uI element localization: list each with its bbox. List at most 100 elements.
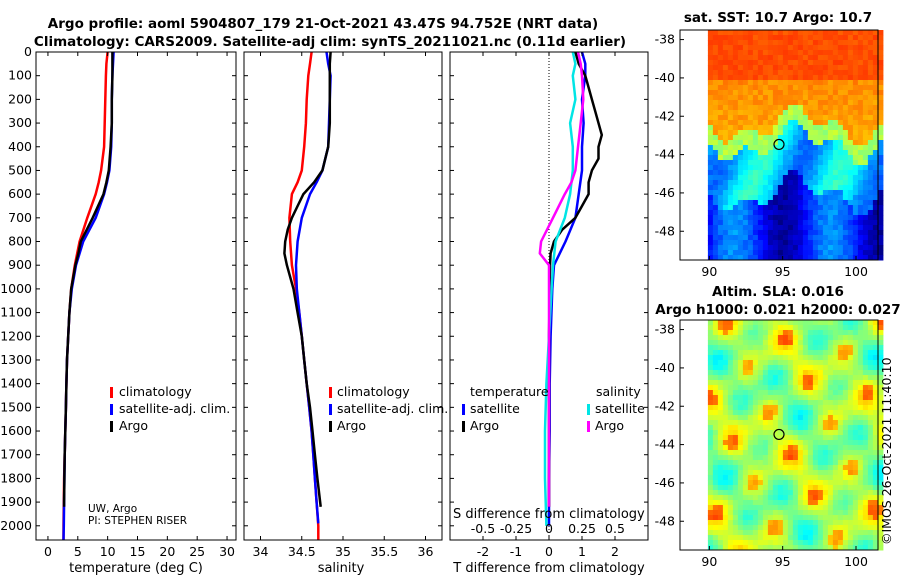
- map-cell: [877, 395, 884, 401]
- map-cell: [772, 55, 779, 61]
- map-cell: [717, 200, 724, 206]
- credit-institution: UW, Argo: [88, 503, 137, 515]
- map-cell: [872, 150, 879, 156]
- map-cell: [872, 450, 879, 456]
- map-cell: [832, 100, 839, 106]
- map-cell: [782, 255, 789, 261]
- map-cell: [837, 470, 844, 476]
- map-cell: [822, 480, 829, 486]
- map-cell: [742, 495, 749, 501]
- map-cell: [717, 170, 724, 176]
- map-cell: [877, 85, 884, 91]
- map-cell: [867, 30, 874, 36]
- map-cell: [762, 445, 769, 451]
- map-cell: [837, 455, 844, 461]
- map-cell: [712, 85, 719, 91]
- map-cell: [807, 365, 814, 371]
- map-cell: [797, 390, 804, 396]
- map-cell: [782, 475, 789, 481]
- map-cell: [827, 90, 834, 96]
- map-cell: [862, 375, 869, 381]
- map-cell: [737, 345, 744, 351]
- map-cell: [727, 190, 734, 196]
- map-cell: [832, 470, 839, 476]
- map-cell: [772, 325, 779, 331]
- map-cell: [717, 515, 724, 521]
- map-cell: [862, 435, 869, 441]
- map-cell: [752, 540, 759, 546]
- map-cell: [832, 210, 839, 216]
- map-cell: [837, 110, 844, 116]
- map-cell: [852, 445, 859, 451]
- map-cell: [872, 395, 879, 401]
- map-cell: [767, 55, 774, 61]
- map-cell: [867, 220, 874, 226]
- map-cell: [707, 105, 714, 111]
- map-cell: [752, 325, 759, 331]
- map-cell: [757, 200, 764, 206]
- map-cell: [782, 215, 789, 221]
- map-cell: [722, 515, 729, 521]
- map-cell: [742, 405, 749, 411]
- map-cell: [762, 340, 769, 346]
- map-cell: [837, 540, 844, 546]
- map-cell: [787, 60, 794, 66]
- map-cell: [862, 355, 869, 361]
- map-cell: [857, 545, 864, 551]
- map-cell: [787, 255, 794, 261]
- map-cell: [857, 145, 864, 151]
- map-cell: [842, 380, 849, 386]
- map-cell: [837, 345, 844, 351]
- map-cell: [727, 480, 734, 486]
- map-cell: [812, 105, 819, 111]
- map-cell: [782, 545, 789, 551]
- map-cell: [847, 475, 854, 481]
- map-cell: [807, 105, 814, 111]
- map-cell: [842, 235, 849, 241]
- map-cell: [797, 460, 804, 466]
- map-cell: [797, 420, 804, 426]
- map-cell: [812, 85, 819, 91]
- map-cell: [752, 230, 759, 236]
- map-cell: [727, 435, 734, 441]
- map-cell: [707, 535, 714, 541]
- map-cell: [857, 160, 864, 166]
- map-cell: [767, 495, 774, 501]
- map-cell: [797, 515, 804, 521]
- map-cell: [842, 540, 849, 546]
- map-cell: [747, 240, 754, 246]
- map-cell: [807, 435, 814, 441]
- map-cell: [767, 415, 774, 421]
- map-cell: [727, 370, 734, 376]
- map-cell: [857, 510, 864, 516]
- legend-swatch-climatology: [329, 387, 332, 398]
- map-cell: [707, 380, 714, 386]
- map-cell: [712, 475, 719, 481]
- map-cell: [827, 240, 834, 246]
- map-cell: [807, 460, 814, 466]
- map-cell: [842, 195, 849, 201]
- map-cell: [732, 400, 739, 406]
- map-cell: [852, 350, 859, 356]
- map-cell: [822, 535, 829, 541]
- map-cell: [727, 215, 734, 221]
- map-cell: [732, 320, 739, 326]
- map-cell: [792, 450, 799, 456]
- map-cell: [852, 370, 859, 376]
- map-cell: [722, 100, 729, 106]
- map-cell: [727, 455, 734, 461]
- map-cell: [837, 95, 844, 101]
- map-cell: [827, 470, 834, 476]
- map-cell: [817, 525, 824, 531]
- map-cell: [732, 520, 739, 526]
- map-cell: [777, 465, 784, 471]
- map-cell: [837, 535, 844, 541]
- map-cell: [817, 540, 824, 546]
- map-cell: [732, 160, 739, 166]
- map-cell: [757, 410, 764, 416]
- map-cell: [877, 430, 884, 436]
- map-cell: [807, 430, 814, 436]
- map-cell: [722, 120, 729, 126]
- map-cell: [877, 125, 884, 131]
- map-cell: [747, 165, 754, 171]
